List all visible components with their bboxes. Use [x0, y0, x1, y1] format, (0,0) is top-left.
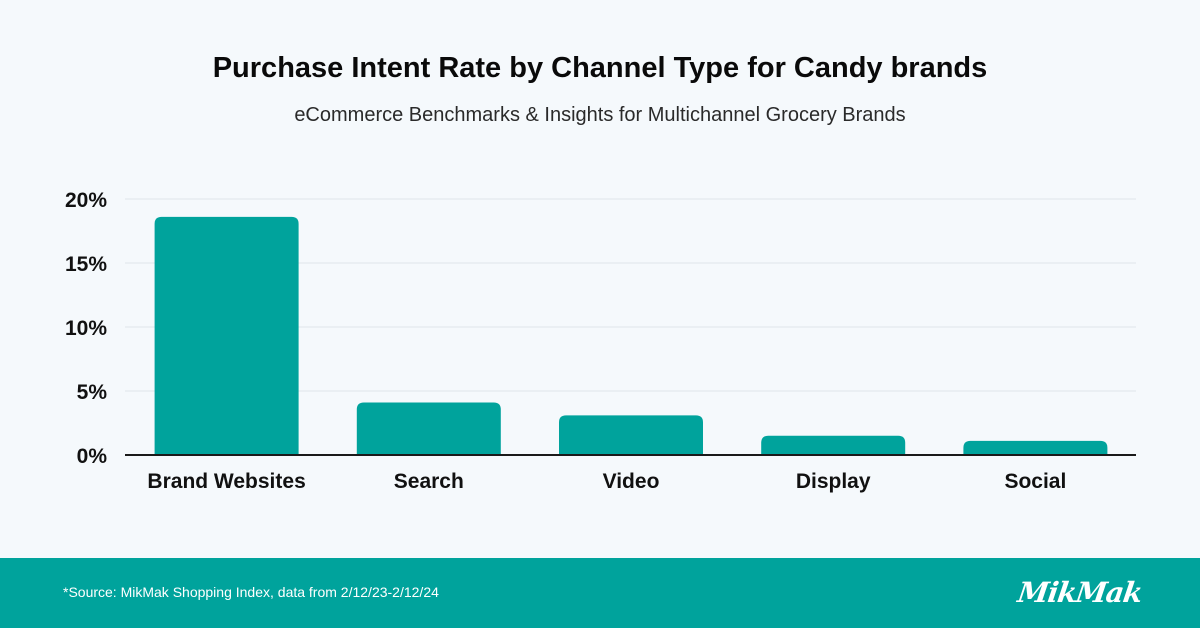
y-tick-label: 10%	[65, 317, 107, 340]
bar-chart: 0% 5% 10% 15% 20% Brand Websites Search Video Di…	[65, 189, 1136, 493]
x-category-label: Brand Websites	[147, 470, 305, 493]
x-category-label: Search	[394, 470, 464, 493]
chart-subtitle: eCommerce Benchmarks & Insights for Mult…	[294, 104, 906, 126]
chart-title: Purchase Intent Rate by Channel Type for…	[212, 52, 988, 84]
x-category-label: Video	[603, 470, 660, 493]
bar	[963, 440, 1108, 455]
bar	[559, 415, 703, 455]
y-tick-label: 20%	[65, 189, 107, 212]
x-category-label: Display	[796, 470, 871, 493]
mikmak-logo: MikMak	[1016, 576, 1145, 609]
y-tick-label: 5%	[77, 381, 108, 404]
y-tick-label: 0%	[77, 445, 108, 468]
bar	[761, 435, 906, 455]
x-category-label: Social	[1004, 470, 1066, 493]
y-tick-label: 15%	[65, 253, 107, 276]
footer-bar: *Source: MikMak Shopping Index, data fro…	[0, 558, 1200, 628]
source-note: *Source: MikMak Shopping Index, data fro…	[63, 584, 439, 600]
bar	[154, 216, 299, 455]
bar	[356, 402, 501, 455]
